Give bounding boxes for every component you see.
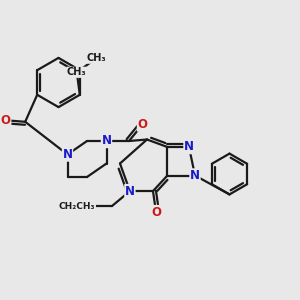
Text: N: N [184, 140, 194, 154]
Text: CH₂CH₃: CH₂CH₃ [59, 202, 95, 211]
Text: CH₃: CH₃ [67, 67, 87, 77]
Text: CH₃: CH₃ [86, 53, 106, 63]
Text: N: N [190, 169, 200, 182]
Text: O: O [1, 114, 11, 127]
Text: N: N [101, 134, 112, 148]
Text: N: N [125, 184, 135, 198]
Text: N: N [62, 148, 73, 161]
Text: O: O [137, 118, 148, 131]
Text: O: O [151, 206, 161, 219]
